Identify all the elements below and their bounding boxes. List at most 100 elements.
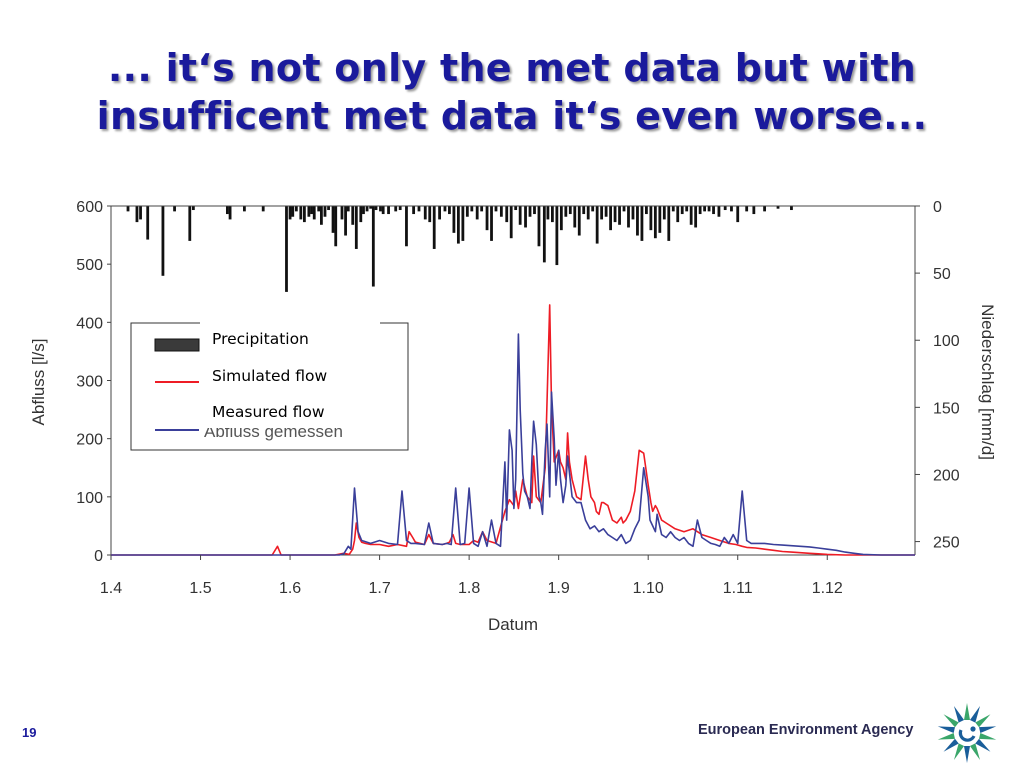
precipitation-bar (344, 206, 347, 236)
precipitation-bar (790, 206, 793, 211)
precipitation-bar (568, 206, 572, 215)
legend: Abfluss gemessen Precipitation Simulated… (130, 322, 409, 451)
y-right-tick-label: 0 (933, 199, 942, 216)
precipitation-bar (627, 206, 630, 228)
logo-ray (975, 714, 991, 728)
precipitation-bar (340, 206, 344, 220)
y-left-tick-label: 100 (76, 490, 103, 507)
precipitation-bar (261, 206, 265, 212)
precipitation-bar (730, 206, 733, 212)
precipitation-bar (379, 206, 382, 212)
precipitation-bar (139, 206, 142, 220)
y-left-tick-label: 600 (76, 199, 103, 216)
precipitation-bar (188, 206, 192, 241)
precipitation-bar (438, 206, 441, 220)
precipitation-bar (320, 206, 323, 225)
precipitation-bar (423, 206, 427, 220)
precipitation-bar (763, 206, 766, 212)
precipitation-bar (387, 206, 390, 215)
precipitation-bar (191, 206, 195, 211)
precipitation-bar (604, 206, 608, 217)
logo-ray (964, 746, 970, 763)
slide-title-line-1: ... it‘s not only the met data but with (107, 46, 917, 90)
precipitation-bar (394, 206, 398, 212)
precipitation-bar (362, 206, 365, 215)
precipitation-bar (161, 206, 165, 276)
precipitation-bar (707, 206, 711, 212)
precipitation-bar (299, 206, 303, 220)
precipitation-bar (494, 206, 498, 212)
precipitation-bar (582, 206, 586, 215)
precipitation-bar (671, 206, 675, 212)
precipitation-bar (228, 206, 232, 220)
precipitation-bar (302, 206, 306, 223)
x-tick-label: 1.11 (723, 580, 753, 597)
precipitation-bar (448, 206, 451, 215)
precipitation-bar (685, 206, 689, 212)
precipitation-bar (694, 206, 698, 228)
precipitation-bar (323, 206, 327, 217)
precipitation-bar (452, 206, 456, 233)
precipitation-bar (645, 206, 648, 215)
x-tick-label: 1.10 (633, 580, 664, 597)
precipitation-bar (636, 206, 639, 236)
y-left-tick-label: 400 (76, 315, 103, 332)
slide-title-line-2: insufficent met data it‘s even worse... (96, 94, 928, 138)
precipitation-bar (591, 206, 595, 212)
precipitation-bar (559, 206, 563, 231)
x-tick-label: 1.7 (368, 580, 390, 597)
slide-title: ... it‘s not only the met data but with … (0, 44, 1024, 140)
precipitation-bar (745, 206, 749, 212)
precipitation-bar (307, 206, 311, 217)
logo-ray (937, 732, 955, 740)
legend-measured-label: Measured flow (212, 403, 325, 421)
precipitation-bar (135, 206, 139, 223)
logo-ray (943, 714, 959, 728)
precipitation-bar (653, 206, 657, 239)
page-number: 19 (22, 725, 37, 740)
precipitation-bar (752, 206, 756, 215)
precipitation-bar (331, 206, 335, 233)
precipitation-bar (689, 206, 693, 225)
precipitation-bar (398, 206, 402, 211)
precipitation-bar (533, 206, 536, 215)
y-left-tick-label: 0 (94, 548, 103, 565)
precipitation-bar (173, 206, 176, 212)
precipitation-bar (317, 206, 321, 212)
precipitation-bar (334, 206, 338, 247)
precipitation-bar (577, 206, 581, 236)
precipitation-bar (564, 206, 568, 217)
precipitation-bar (723, 206, 727, 211)
y-left-tick-label: 500 (76, 257, 103, 274)
precipitation-bar (640, 206, 644, 241)
y-axis-label-left: Abfluss [l/s] (29, 339, 48, 426)
precipitation-bar (369, 206, 373, 209)
precipitation-bar (354, 206, 358, 249)
logo-ray (969, 743, 981, 761)
legend-occluder (200, 322, 380, 428)
precipitation-bar (676, 206, 680, 223)
precipitation-bar (505, 206, 509, 223)
precipitation-bar (622, 206, 626, 212)
precipitation-bar (291, 206, 295, 217)
y-right-tick-label: 250 (933, 535, 960, 552)
precipitation-bar (327, 206, 330, 211)
x-tick-label: 1.12 (812, 580, 843, 597)
precipitation-bar (428, 206, 432, 223)
logo-ray (964, 703, 970, 720)
y-left-tick-label: 200 (76, 432, 103, 449)
x-tick-label: 1.9 (548, 580, 570, 597)
precipitation-bar (432, 206, 436, 249)
precipitation-bar (555, 206, 559, 266)
precipitation-bar (294, 206, 298, 212)
precipitation-bar (346, 206, 350, 212)
precipitation-bar (776, 206, 780, 209)
logo-ray (953, 743, 965, 761)
precipitation-bar (550, 206, 554, 223)
precipitation-bar (509, 206, 513, 239)
precipitation-bar (417, 206, 421, 212)
precipitation-bar (312, 206, 316, 220)
precipitation-bar (618, 206, 621, 225)
precipitation-bars (126, 206, 793, 292)
